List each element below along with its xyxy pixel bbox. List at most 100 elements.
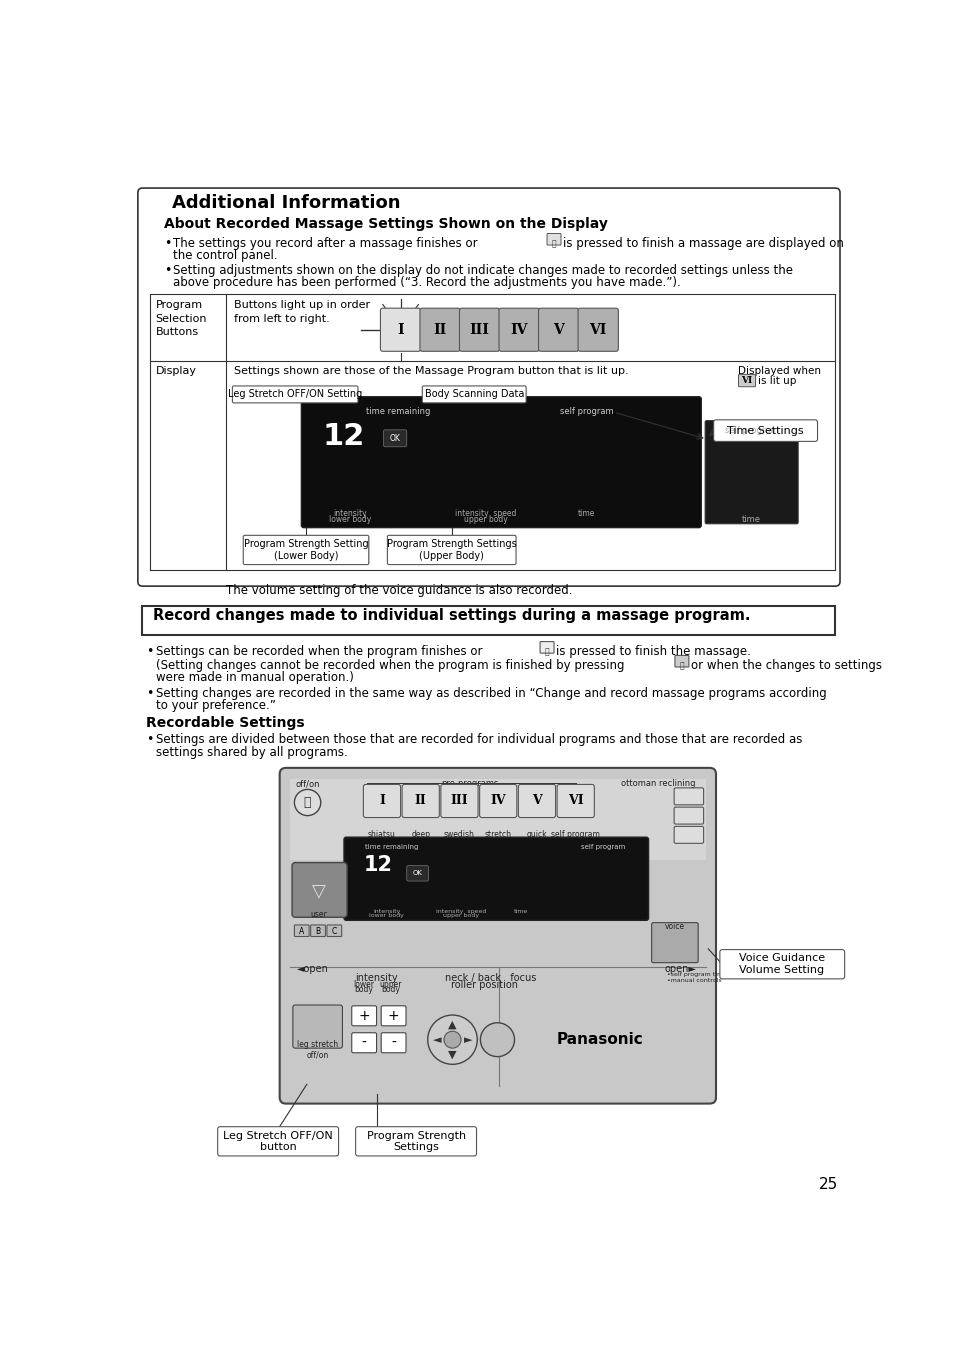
Text: VI: VI xyxy=(589,322,606,337)
Text: +: + xyxy=(358,1009,370,1023)
Text: lower: lower xyxy=(353,979,374,989)
FancyBboxPatch shape xyxy=(381,1033,406,1052)
Text: •: • xyxy=(164,263,172,277)
FancyBboxPatch shape xyxy=(713,420,817,441)
FancyBboxPatch shape xyxy=(440,784,477,817)
Text: ⏻: ⏻ xyxy=(679,661,683,670)
FancyBboxPatch shape xyxy=(459,308,499,351)
Circle shape xyxy=(480,1023,514,1056)
Text: Display: Display xyxy=(155,366,196,376)
Text: -: - xyxy=(391,1036,395,1050)
Text: time remaining: time remaining xyxy=(364,844,417,850)
Text: VI: VI xyxy=(740,376,752,384)
Text: intensity: intensity xyxy=(355,973,397,982)
FancyBboxPatch shape xyxy=(422,386,525,403)
Text: is pressed to finish a massage are displayed on: is pressed to finish a massage are displ… xyxy=(562,236,843,250)
Text: time: time xyxy=(741,514,760,523)
Text: is lit up: is lit up xyxy=(757,375,796,386)
FancyBboxPatch shape xyxy=(311,925,325,936)
Text: +: + xyxy=(387,1009,399,1023)
Text: •: • xyxy=(164,236,172,250)
Circle shape xyxy=(294,789,320,816)
Text: 25: 25 xyxy=(819,1176,838,1191)
FancyBboxPatch shape xyxy=(327,925,341,936)
FancyBboxPatch shape xyxy=(293,1005,342,1048)
Text: Displayed when: Displayed when xyxy=(737,366,820,376)
FancyBboxPatch shape xyxy=(537,308,578,351)
FancyBboxPatch shape xyxy=(355,1126,476,1156)
Text: C: C xyxy=(332,927,336,936)
Text: Program Strength Setting
(Lower Body): Program Strength Setting (Lower Body) xyxy=(243,540,368,561)
Text: 12: 12 xyxy=(322,422,364,451)
Text: Recordable Settings: Recordable Settings xyxy=(146,716,305,730)
Text: or when the changes to settings: or when the changes to settings xyxy=(691,658,882,672)
FancyBboxPatch shape xyxy=(142,606,835,635)
Text: Buttons light up in order
from left to right.: Buttons light up in order from left to r… xyxy=(233,301,370,324)
FancyBboxPatch shape xyxy=(380,308,420,351)
Text: intensity: intensity xyxy=(373,909,400,913)
Text: The volume setting of the voice guidance is also recorded.: The volume setting of the voice guidance… xyxy=(226,584,572,596)
Circle shape xyxy=(443,1031,460,1048)
Text: ▲: ▲ xyxy=(448,1020,456,1029)
Text: open►: open► xyxy=(664,965,696,974)
Text: neck / back   focus: neck / back focus xyxy=(444,973,536,982)
FancyBboxPatch shape xyxy=(651,923,698,963)
Text: V: V xyxy=(532,795,541,808)
Text: 12: 12 xyxy=(363,855,392,876)
Text: above procedure has been performed (“3. Record the adjustments you have made.”).: above procedure has been performed (“3. … xyxy=(173,275,680,289)
Text: to your preference.”: to your preference.” xyxy=(155,699,275,712)
Text: Record changes made to individual settings during a massage program.: Record changes made to individual settin… xyxy=(153,607,750,623)
Text: Setting changes are recorded in the same way as described in “Change and record : Setting changes are recorded in the same… xyxy=(155,687,825,700)
Text: user: user xyxy=(311,911,327,919)
Text: B: B xyxy=(315,927,320,936)
Text: body: body xyxy=(380,985,399,994)
FancyBboxPatch shape xyxy=(352,1033,376,1052)
Text: lower body: lower body xyxy=(369,913,404,919)
Text: upper body: upper body xyxy=(442,913,478,919)
FancyBboxPatch shape xyxy=(517,784,555,817)
Text: ⏻: ⏻ xyxy=(551,240,556,248)
Text: stretch: stretch xyxy=(484,830,511,839)
Text: shiatsu: shiatsu xyxy=(368,830,395,839)
Text: ⏻: ⏻ xyxy=(544,648,549,657)
Text: Body Scanning Data: Body Scanning Data xyxy=(424,390,523,399)
Text: OK: OK xyxy=(413,870,422,877)
Text: I: I xyxy=(396,322,403,337)
Text: Setting adjustments shown on the display do not indicate changes made to recorde: Setting adjustments shown on the display… xyxy=(173,263,793,277)
FancyBboxPatch shape xyxy=(387,536,516,565)
FancyBboxPatch shape xyxy=(704,421,798,523)
Text: time: time xyxy=(578,509,595,518)
Text: self program: self program xyxy=(581,844,625,850)
Text: Program Strength
Settings: Program Strength Settings xyxy=(366,1130,465,1152)
FancyBboxPatch shape xyxy=(243,536,369,565)
Text: intensity: intensity xyxy=(333,509,367,518)
FancyBboxPatch shape xyxy=(294,925,309,936)
Text: quick: quick xyxy=(526,830,547,839)
Text: VI: VI xyxy=(567,795,583,808)
Text: V: V xyxy=(553,322,563,337)
Text: I: I xyxy=(378,795,384,808)
Text: the control panel.: the control panel. xyxy=(173,248,278,262)
Text: Settings can be recorded when the program finishes or: Settings can be recorded when the progra… xyxy=(155,645,481,658)
Text: (Setting changes cannot be recorded when the program is finished by pressing: (Setting changes cannot be recorded when… xyxy=(155,658,623,672)
Text: •: • xyxy=(146,734,153,746)
Text: Voice Guidance
Volume Setting: Voice Guidance Volume Setting xyxy=(738,954,824,975)
FancyBboxPatch shape xyxy=(406,866,428,881)
Text: intensity  speed: intensity speed xyxy=(455,509,516,518)
Text: ⏻: ⏻ xyxy=(303,796,311,809)
Text: were made in manual operation.): were made in manual operation.) xyxy=(155,670,354,684)
FancyBboxPatch shape xyxy=(352,1006,376,1025)
FancyBboxPatch shape xyxy=(498,308,538,351)
Text: self program: self program xyxy=(724,426,778,434)
Text: ottoman reclining: ottoman reclining xyxy=(620,780,695,788)
Text: Leg Stretch OFF/ON Setting: Leg Stretch OFF/ON Setting xyxy=(228,390,362,399)
Text: pre-programs: pre-programs xyxy=(441,780,498,788)
Text: upper body: upper body xyxy=(463,515,507,525)
Text: self program: self program xyxy=(551,830,599,839)
FancyBboxPatch shape xyxy=(539,642,554,653)
FancyBboxPatch shape xyxy=(738,375,755,387)
Text: lower body: lower body xyxy=(329,515,371,525)
FancyBboxPatch shape xyxy=(383,430,406,447)
Text: OK: OK xyxy=(390,434,400,442)
FancyBboxPatch shape xyxy=(720,950,843,979)
